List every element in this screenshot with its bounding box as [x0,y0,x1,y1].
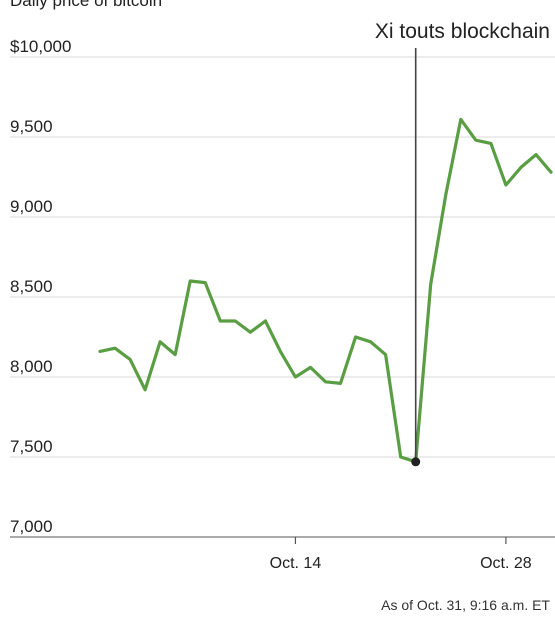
y-tick-label: 8,500 [10,277,53,296]
y-tick-label: 7,000 [10,517,53,536]
y-tick-label: $10,000 [10,37,71,56]
event-point [411,457,421,467]
y-tick-label: 7,500 [10,437,53,456]
x-tick-label: Oct. 28 [480,555,532,572]
x-tick-label: Oct. 14 [270,555,322,572]
price-line [98,117,553,464]
y-tick-label: 9,000 [10,197,53,216]
grid [10,56,555,538]
event-annotation: Xi touts blockchain [375,20,550,467]
x-axis-ticks: Oct. 14 Oct. 28 [270,537,532,572]
y-tick-label: 9,500 [10,117,53,136]
y-tick-label: 8,000 [10,357,53,376]
y-axis-ticks: $10,000 9,500 9,000 8,500 8,000 7,500 7,000 [10,37,71,536]
chart-footnote: As of Oct. 31, 9:16 a.m. ET [381,597,550,613]
chart-subtitle: Daily price of bitcoin [10,0,162,10]
event-annotation-label: Xi touts blockchain [375,20,550,43]
series-layer [98,117,553,464]
